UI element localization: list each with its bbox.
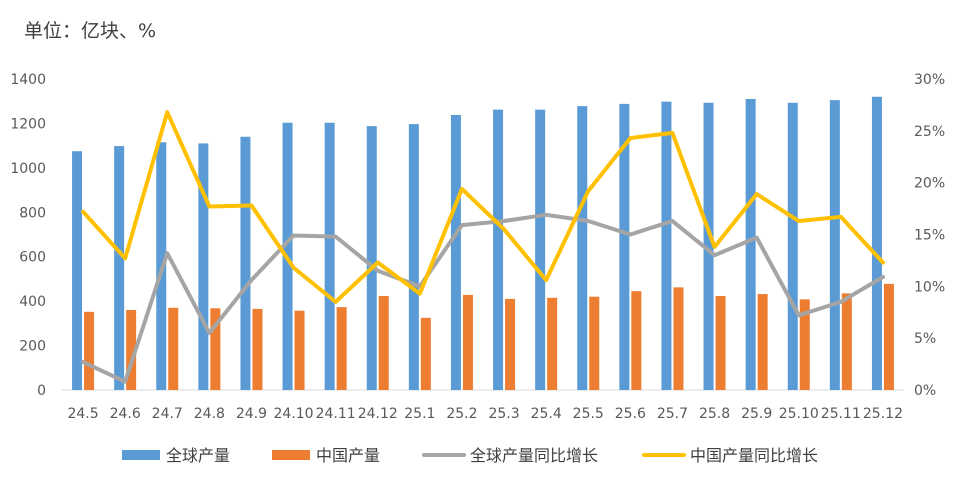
china-output-bar xyxy=(673,287,684,390)
china-output-bar xyxy=(210,308,221,390)
global-output-bar xyxy=(450,114,461,390)
x-tick-label: 25.4 xyxy=(531,406,562,422)
global-output-bar xyxy=(72,151,83,390)
x-tick-label: 25.1 xyxy=(404,406,435,422)
unit-label: 单位：亿块、% xyxy=(24,20,157,42)
left-tick-label: 400 xyxy=(19,294,46,310)
global-output-bar xyxy=(703,102,714,390)
global-output-bar xyxy=(535,109,546,391)
legend: 全球产量 中国产量 全球产量同比增长 中国产量同比增长 xyxy=(122,446,818,465)
series-lines xyxy=(81,110,885,384)
x-tick-label: 24.7 xyxy=(152,406,183,422)
x-tick-label: 25.5 xyxy=(573,406,604,422)
global-output-bar xyxy=(114,146,125,390)
left-tick-label: 200 xyxy=(19,339,46,355)
china-output-bar xyxy=(757,294,768,390)
right-tick-label: 5% xyxy=(914,331,936,347)
legend-label: 全球产量 xyxy=(166,446,230,465)
global-output-bar xyxy=(198,143,209,390)
x-tick-label: 24.9 xyxy=(236,406,267,422)
x-tick-label: 25.3 xyxy=(488,406,519,422)
x-tick-label: 25.6 xyxy=(615,406,646,422)
x-tick-label: 25.7 xyxy=(657,406,688,422)
bars xyxy=(72,96,894,391)
china-output-bar xyxy=(126,310,137,390)
china-output-bar xyxy=(336,307,347,390)
china-output-bar xyxy=(715,296,726,390)
global-output-bar xyxy=(787,102,798,390)
x-tick-label: 24.10 xyxy=(274,406,314,422)
global-output-bar xyxy=(493,109,504,391)
china-output-bar xyxy=(799,299,810,390)
global-output-bar xyxy=(871,96,882,391)
global-output-bar xyxy=(829,100,840,390)
legend-swatch xyxy=(272,450,310,460)
x-tick-label: 24.11 xyxy=(316,406,356,422)
legend-label: 全球产量同比增长 xyxy=(470,446,598,465)
right-tick-label: 30% xyxy=(914,72,945,88)
x-tick-label: 24.8 xyxy=(194,406,225,422)
global-output-bar xyxy=(366,126,377,390)
china-output-bar xyxy=(378,296,389,390)
x-tick-label: 25.11 xyxy=(821,406,861,422)
china-yoy-line xyxy=(81,110,885,304)
global-output-bar xyxy=(408,124,419,390)
right-tick-label: 15% xyxy=(914,228,945,244)
global-output-bar xyxy=(324,122,335,390)
x-tick-label: 25.12 xyxy=(863,406,903,422)
china-output-bar xyxy=(505,298,516,390)
x-tick-label: 25.9 xyxy=(741,406,772,422)
left-tick-label: 800 xyxy=(19,205,46,221)
x-axis-ticks: 24.5 24.6 24.7 24.8 24.9 24.10 24.11 24.12 25.1 2… xyxy=(67,406,903,422)
left-tick-label: 1200 xyxy=(10,116,46,132)
legend-label: 中国产量 xyxy=(316,446,380,465)
x-tick-label: 24.5 xyxy=(67,406,98,422)
left-axis-ticks: 0 200 400 600 800 1000 1200 1400 xyxy=(10,72,46,399)
china-output-bar xyxy=(252,308,263,390)
x-tick-label: 25.10 xyxy=(779,406,819,422)
left-tick-label: 600 xyxy=(19,250,46,266)
china-output-bar xyxy=(883,283,894,390)
china-output-bar xyxy=(841,293,852,390)
global-output-bar xyxy=(577,106,588,390)
global-output-bar xyxy=(661,101,672,390)
global-output-bar xyxy=(745,98,756,390)
china-output-bar xyxy=(589,296,600,390)
left-tick-label: 1000 xyxy=(10,161,46,177)
china-output-bar xyxy=(294,310,305,390)
left-tick-label: 0 xyxy=(37,383,46,399)
china-output-bar xyxy=(631,291,642,390)
china-output-bar xyxy=(420,317,431,390)
x-tick-label: 25.2 xyxy=(446,406,477,422)
right-tick-label: 20% xyxy=(914,176,945,192)
legend-swatch xyxy=(122,450,160,460)
x-tick-label: 25.8 xyxy=(699,406,730,422)
china-output-bar xyxy=(84,311,95,390)
right-tick-label: 10% xyxy=(914,279,945,295)
global-yoy-line xyxy=(81,212,885,384)
x-tick-label: 24.6 xyxy=(110,406,141,422)
right-tick-label: 0% xyxy=(914,383,936,399)
china-output-bar xyxy=(462,294,473,390)
right-tick-label: 25% xyxy=(914,124,945,140)
global-output-bar xyxy=(240,136,251,390)
x-tick-label: 24.12 xyxy=(358,406,398,422)
global-output-bar xyxy=(619,103,630,390)
china-output-bar xyxy=(168,307,179,390)
left-tick-label: 1400 xyxy=(10,72,46,88)
legend-label: 中国产量同比增长 xyxy=(690,446,818,465)
right-axis-ticks: 0% 5% 10% 15% 20% 25% 30% xyxy=(914,72,945,399)
china-output-bar xyxy=(547,297,558,390)
